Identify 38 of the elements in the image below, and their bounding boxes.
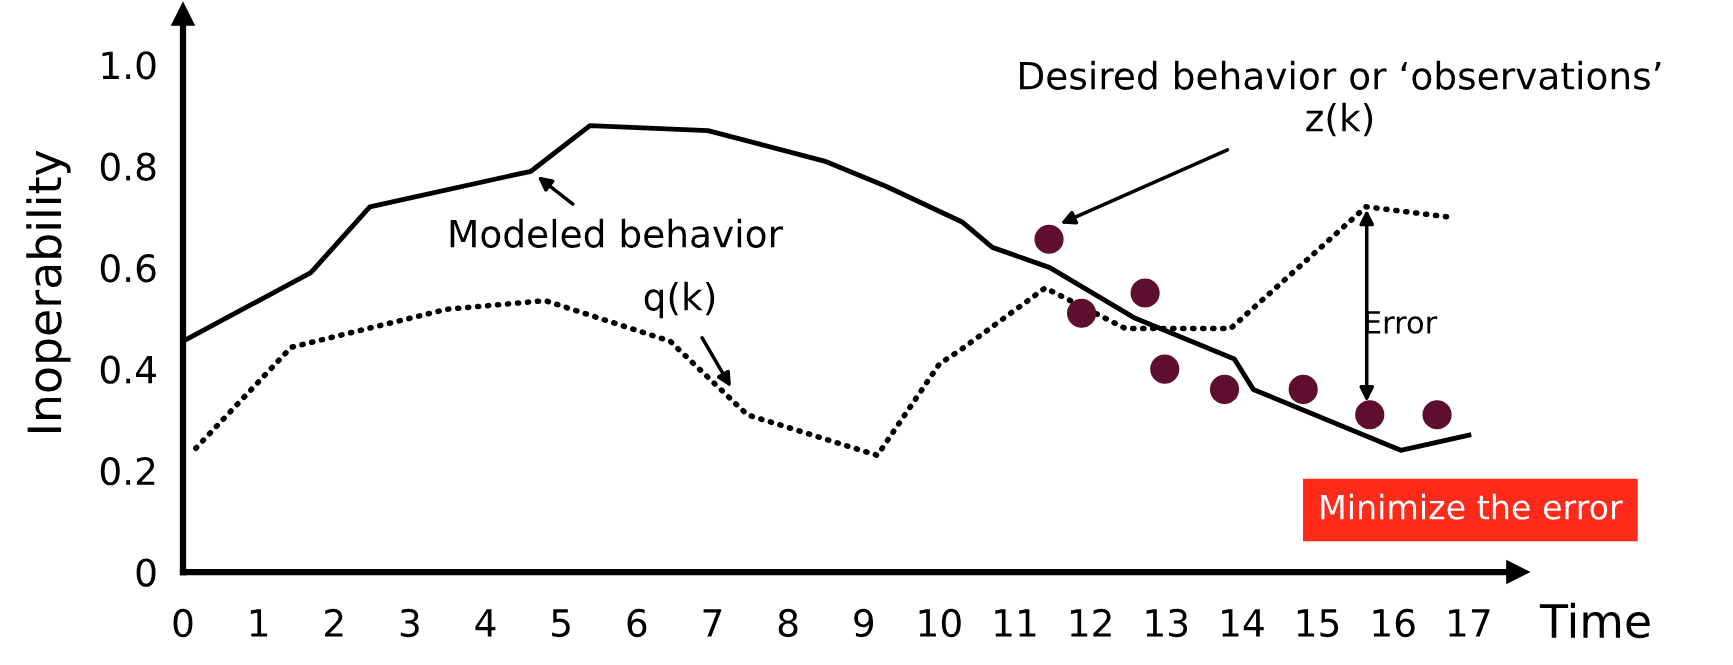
x-tick-label: 8 xyxy=(778,608,798,638)
x-tick-label: 15 xyxy=(1297,609,1339,638)
x-tick-label: 7 xyxy=(703,609,722,637)
point xyxy=(1034,224,1064,254)
y-tick-label: 1.0 xyxy=(102,51,156,80)
point xyxy=(1130,278,1160,308)
y-tick-label: 0.6 xyxy=(100,254,156,283)
x-tick-label: 10 xyxy=(919,608,961,638)
point xyxy=(1066,298,1097,328)
x-tick-label: 14 xyxy=(1222,609,1264,637)
y-tick-label: 0.8 xyxy=(100,152,156,181)
annotation: q(k) xyxy=(644,281,715,319)
y-tick-label: 0.2 xyxy=(100,456,155,486)
point xyxy=(1355,400,1385,430)
annotation: Desired behavior or ‘observations’ z(k) xyxy=(1020,60,1661,137)
x-tick-label: 9 xyxy=(854,608,874,638)
annotation: Minimize the error xyxy=(1321,493,1623,520)
x-axis-title: Time xyxy=(1539,602,1650,639)
x-tick-label: 12 xyxy=(1070,608,1111,637)
x-tick-label: 13 xyxy=(1146,608,1188,638)
x-tick-label: 4 xyxy=(475,609,496,637)
x-tick-label: 11 xyxy=(995,609,1036,637)
point xyxy=(1209,374,1240,404)
x-tick-label: 17 xyxy=(1449,609,1490,637)
x-tick-label: 6 xyxy=(627,608,647,638)
point xyxy=(1288,374,1318,404)
x-tick-label: 1 xyxy=(250,609,268,637)
y-tick-label: 0.4 xyxy=(100,355,156,384)
y-axis-title: Inoperability xyxy=(26,150,71,433)
x-tick-label: 5 xyxy=(552,609,570,638)
x-tick-label: 3 xyxy=(400,608,419,638)
x-tick-label: 2 xyxy=(325,608,343,637)
x-tick-label: 0 xyxy=(173,608,193,638)
y-tick-label: 0 xyxy=(136,558,156,587)
point xyxy=(1150,354,1180,384)
x-tick-label: 16 xyxy=(1373,608,1415,638)
point xyxy=(1422,400,1452,430)
annotation: Modeled behavior xyxy=(450,218,783,248)
